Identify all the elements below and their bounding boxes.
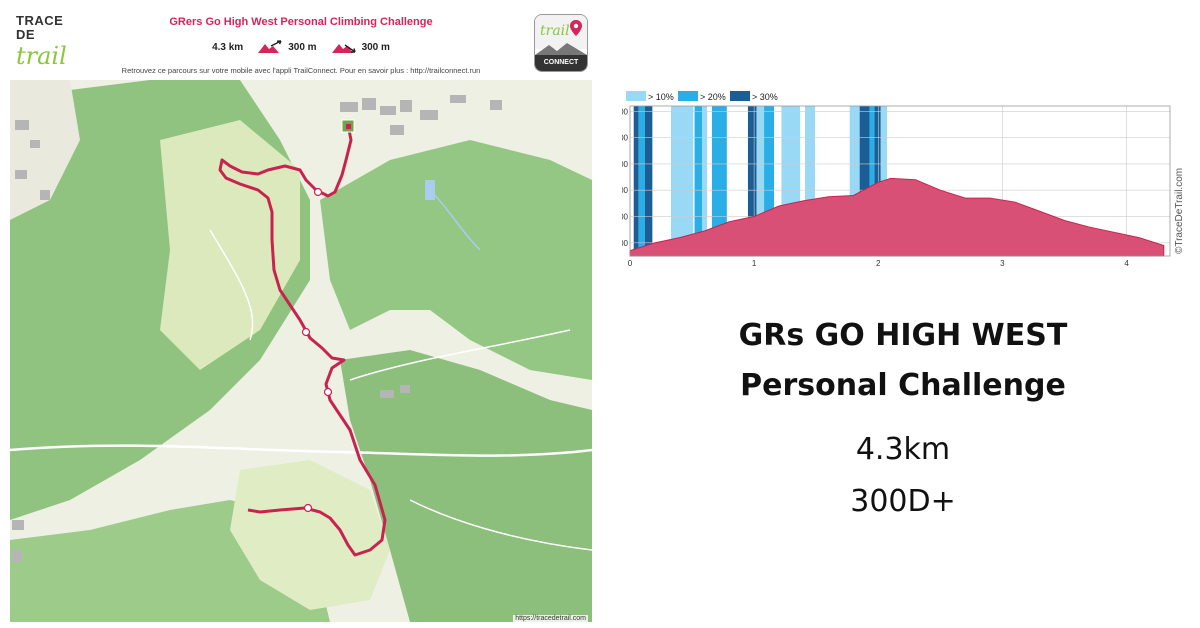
slope-band-5	[702, 106, 707, 256]
slope-band-0	[633, 106, 639, 256]
x-tick-label-3: 3	[1000, 259, 1005, 268]
map-header: TRACE DE trail GRers Go High West Person…	[10, 10, 592, 80]
map-canvas	[9, 80, 593, 622]
mountain-icon	[535, 43, 587, 55]
x-tick-labels: 0 1 2 3 4	[628, 259, 1130, 268]
summary-distance: 4.3km	[855, 432, 951, 467]
slope-band-9	[764, 106, 774, 256]
km-markers	[301, 187, 333, 513]
elevation-profile-svg: > 10% > 20% > 30% 200 300 400 500 600 700 0 1 2 3 4…	[615, 91, 1185, 268]
road	[9, 444, 593, 457]
y-tick-label-2: 400	[622, 186, 629, 195]
x-tick-label-4: 4	[1124, 259, 1129, 268]
chart-legend: > 10% > 20% > 30%	[626, 91, 778, 102]
route-title: GRers Go High West Personal Climbing Cha…	[169, 16, 433, 28]
chart-watermark: ©TraceDeTrail.com	[1174, 168, 1185, 254]
legend-swatch-1	[678, 91, 698, 101]
y-tick-label-1: 300	[622, 213, 629, 222]
slope-band-15	[874, 106, 881, 256]
meadow-area	[160, 120, 300, 370]
summary-elevation: 300D+	[850, 484, 956, 519]
legend-label-1: > 20%	[700, 92, 726, 102]
x-tick-label-1: 1	[752, 259, 757, 268]
ascent-stat: 300 m	[257, 40, 317, 54]
slope-band-13	[859, 106, 870, 256]
water-pond	[425, 180, 435, 200]
elevation-profile-chart: > 10% > 20% > 30% 200 300 400 500 600 700 0 1 2 3 4…	[615, 88, 1188, 288]
meadow-area	[230, 460, 390, 610]
y-tick-label-5: 700	[622, 107, 629, 116]
slope-band-1	[638, 106, 645, 256]
route-track	[218, 129, 387, 557]
app-info-line: Retrouvez ce parcours sur votre mobile a…	[121, 66, 481, 75]
y-tick-label-0: 200	[622, 239, 629, 248]
legend-swatch-2	[730, 91, 750, 101]
logo-word-trail: trail	[16, 42, 67, 70]
summary-title-line2: Personal Challenge	[740, 368, 1066, 403]
trailconnect-logo-word: trail	[540, 23, 570, 39]
slope-band-8	[756, 106, 765, 256]
x-tick-label-2: 2	[876, 259, 881, 268]
start-flag-icon	[341, 119, 355, 133]
elevation-area	[629, 177, 1165, 257]
route-map-panel: TRACE DE trail GRers Go High West Person…	[9, 10, 593, 622]
route-stats: 4.3 km 300 m 300 m	[160, 40, 442, 54]
x-tick-label-0: 0	[628, 259, 633, 268]
slope-band-11	[805, 106, 815, 256]
distance-stat: 4.3 km	[212, 42, 243, 53]
descent-value: 300 m	[361, 41, 390, 53]
tracedetrail-logo: TRACE DE	[16, 14, 63, 42]
distance-value: 4.3 km	[212, 41, 244, 53]
slope-bands	[633, 106, 887, 256]
water-stream	[429, 189, 481, 251]
road	[209, 229, 254, 341]
legend-label-0: > 10%	[648, 92, 674, 102]
trailconnect-logo-label: CONNECT	[535, 55, 587, 71]
topographic-map[interactable]: https://tracedetrail.com	[9, 80, 593, 622]
descent-icon	[331, 44, 356, 53]
y-tick-label-4: 600	[622, 134, 629, 143]
slope-band-4	[694, 106, 702, 256]
map-credit[interactable]: https://tracedetrail.com	[513, 615, 588, 622]
slope-band-3	[670, 106, 694, 256]
logo-word-trace: TRACE	[16, 13, 64, 28]
logo-word-de: DE	[16, 27, 36, 42]
forest-area	[340, 350, 592, 622]
y-tick-label-3: 500	[622, 160, 629, 169]
ascent-icon	[258, 40, 282, 53]
slope-band-12	[849, 106, 860, 256]
road	[409, 499, 593, 551]
descent-stat: 300 m	[331, 40, 390, 54]
slope-band-7	[747, 106, 757, 256]
forest-area	[320, 140, 592, 380]
buildings	[12, 95, 502, 562]
legend-swatch-0	[626, 91, 646, 101]
trailconnect-logo: trail CONNECT	[534, 14, 588, 72]
slope-band-14	[869, 106, 875, 256]
summary-title-line1: GRs GO HIGH WEST	[738, 318, 1068, 353]
plot-border	[629, 105, 1171, 257]
meadow-area	[10, 80, 80, 220]
legend-label-2: > 30%	[752, 92, 778, 102]
ascent-value: 300 m	[288, 41, 317, 53]
slope-band-6	[711, 106, 727, 256]
slope-band-2	[644, 106, 653, 256]
road	[349, 329, 571, 381]
location-pin-icon	[570, 20, 582, 36]
y-tick-labels: 200 300 400 500 600 700	[615, 107, 629, 248]
